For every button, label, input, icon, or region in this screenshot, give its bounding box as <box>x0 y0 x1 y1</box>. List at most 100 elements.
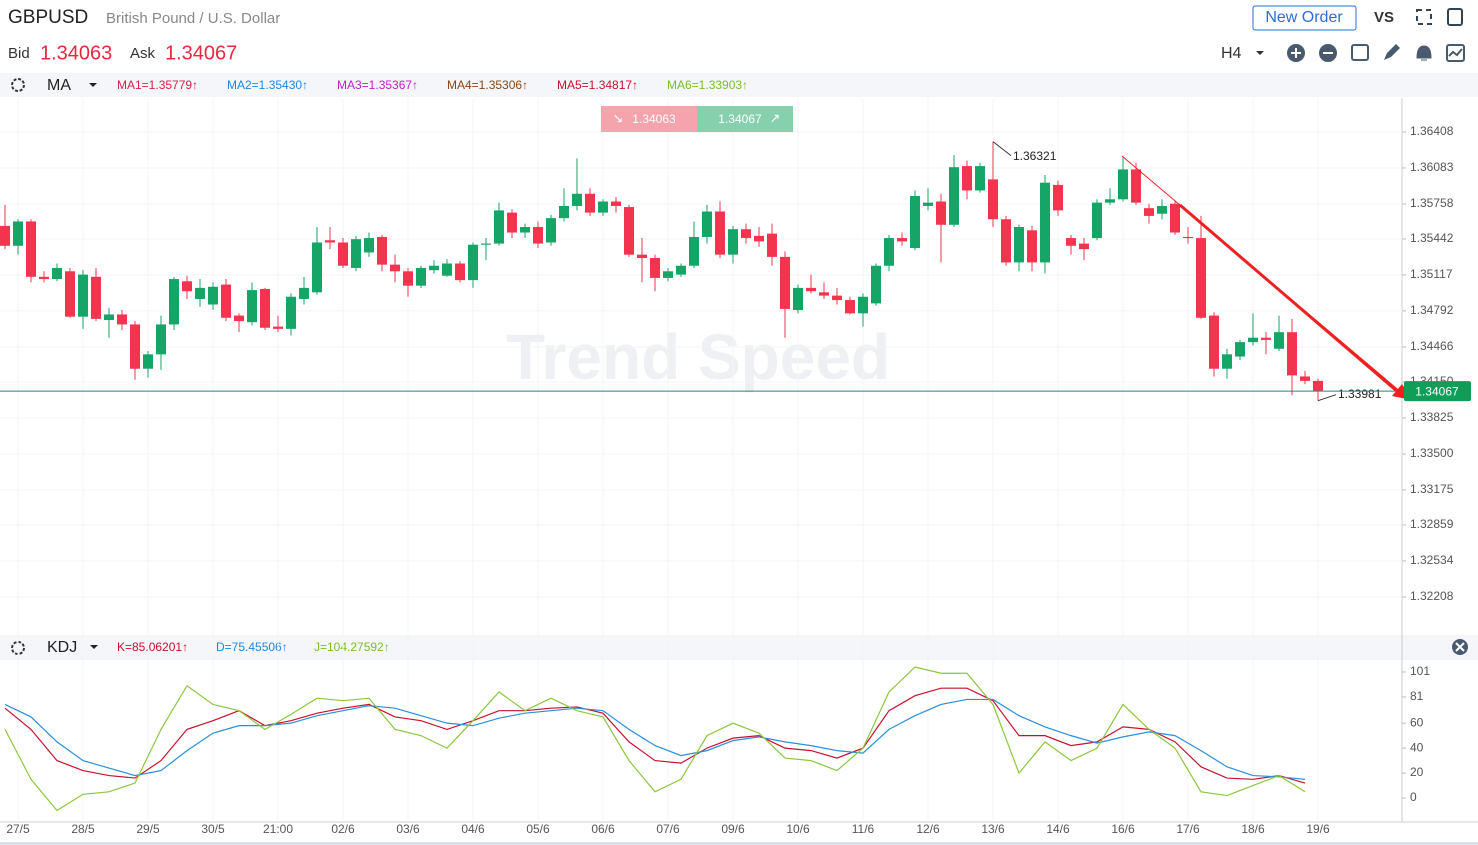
candle-body <box>1287 332 1297 376</box>
candle-body <box>429 265 439 271</box>
candle-body <box>1131 169 1141 203</box>
candle-body <box>1274 332 1284 349</box>
y-tick-label: 1.34466 <box>1410 339 1454 353</box>
y-tick-label: 1.32859 <box>1410 517 1454 531</box>
candle-body <box>1261 337 1271 340</box>
candle-body <box>533 226 543 244</box>
candle-body <box>754 235 764 242</box>
candle-body <box>559 205 569 219</box>
ask-label: Ask <box>130 45 156 62</box>
bid-value: 1.34063 <box>40 42 112 64</box>
indicator-line <box>4 698 1306 780</box>
candle-body <box>845 300 855 314</box>
y-tick-label: 60 <box>1410 715 1424 729</box>
ma-indicator[interactable]: MA <box>47 77 71 94</box>
bid-label: Bid <box>8 45 30 62</box>
draw-icon[interactable] <box>1384 44 1400 60</box>
candle-body <box>39 276 49 280</box>
candle-body <box>1209 315 1219 369</box>
candle-body <box>455 263 465 281</box>
kdj-settings-icon[interactable] <box>11 641 25 655</box>
candle-body <box>286 296 296 329</box>
candle-body <box>715 211 725 255</box>
x-tick-label: 05/6 <box>526 822 550 836</box>
new-order-label: New Order <box>1265 9 1343 26</box>
candle-body <box>1313 380 1323 391</box>
sell-button[interactable] <box>601 106 697 132</box>
candle-body <box>26 221 36 277</box>
y-tick-label: 1.35117 <box>1410 267 1453 281</box>
y-tick-label: 20 <box>1410 765 1424 779</box>
candle-body <box>104 314 114 320</box>
x-tick-label: 21:00 <box>263 822 293 836</box>
x-tick-label: 07/6 <box>656 822 680 836</box>
candle-body <box>689 236 699 266</box>
vs-button[interactable]: VS <box>1374 9 1394 26</box>
timeframe[interactable]: H4 <box>1221 45 1242 62</box>
trend-arrow[interactable] <box>1179 203 1399 394</box>
candle-body <box>182 281 192 292</box>
plot: 1.36321 1.33981 <box>0 141 1402 812</box>
x-tick-label: 13/6 <box>981 822 1005 836</box>
x-tick-label: 04/6 <box>461 822 485 836</box>
candle-body <box>299 287 309 299</box>
bottom-scrollbar <box>0 842 1478 845</box>
candle-body <box>1014 226 1024 263</box>
layout-icon[interactable] <box>1351 44 1369 61</box>
candle-body <box>1066 238 1076 246</box>
candle-body <box>611 201 621 206</box>
indicator-line <box>4 687 1306 784</box>
fullscreen-icon[interactable] <box>1416 9 1432 25</box>
candle-body <box>234 315 244 322</box>
ma-bar <box>0 73 1478 97</box>
kdj-indicator[interactable]: KDJ <box>47 639 77 656</box>
timeframe-caret[interactable] <box>1256 51 1264 55</box>
candle-body <box>1001 219 1011 263</box>
ma-caret[interactable] <box>89 83 97 87</box>
symbol-name: British Pound / U.S. Dollar <box>106 10 280 27</box>
symbol: GBPUSD <box>8 7 88 28</box>
kdj-close-glyph <box>1455 642 1465 652</box>
ask-value: 1.34067 <box>165 42 237 64</box>
candle-body <box>52 267 62 280</box>
candle-body <box>910 195 920 249</box>
indicator-icon[interactable] <box>1446 44 1465 62</box>
candle-body <box>507 212 517 233</box>
candle-body <box>481 243 491 245</box>
candle-body <box>884 238 894 266</box>
candle-body <box>741 229 751 239</box>
buy-button[interactable] <box>697 106 793 132</box>
new-order-button[interactable] <box>1252 5 1357 31</box>
candle-body <box>312 242 322 293</box>
x-tick-label: 14/6 <box>1046 822 1070 836</box>
high-marker-line <box>992 141 1012 157</box>
y-tick-label: 1.36408 <box>1410 124 1454 138</box>
x-tick-label: 06/6 <box>591 822 615 836</box>
low-marker-line <box>1317 394 1337 402</box>
kdj-caret[interactable] <box>90 645 98 649</box>
y-tick-label: 1.33825 <box>1410 410 1454 424</box>
candle-body <box>1118 169 1128 200</box>
candle-body <box>520 226 530 233</box>
candle-body <box>260 288 270 328</box>
x-tick-label: 27/5 <box>6 822 30 836</box>
ma-settings-icon[interactable] <box>11 78 25 92</box>
candle-body <box>65 271 75 317</box>
candle-body <box>1196 238 1206 318</box>
x-tick-label: 03/6 <box>396 822 420 836</box>
legend-item: MA6=1.33903↑ <box>667 78 748 92</box>
candle-body <box>364 238 374 253</box>
candle-body <box>676 265 686 275</box>
candle-body <box>1027 230 1037 263</box>
y-tick-label: 0 <box>1410 790 1417 804</box>
candle-body <box>390 264 400 272</box>
candle-body <box>377 236 387 265</box>
candle-body <box>546 218 556 243</box>
alert-icon[interactable] <box>1416 45 1432 61</box>
candle-body <box>1170 203 1180 233</box>
candle-body <box>780 256 790 309</box>
panel-icon[interactable] <box>1447 8 1463 26</box>
legend-item: D=75.45506↑ <box>216 640 288 654</box>
candle-body <box>0 225 10 246</box>
x-tick-label: 18/6 <box>1241 822 1265 836</box>
